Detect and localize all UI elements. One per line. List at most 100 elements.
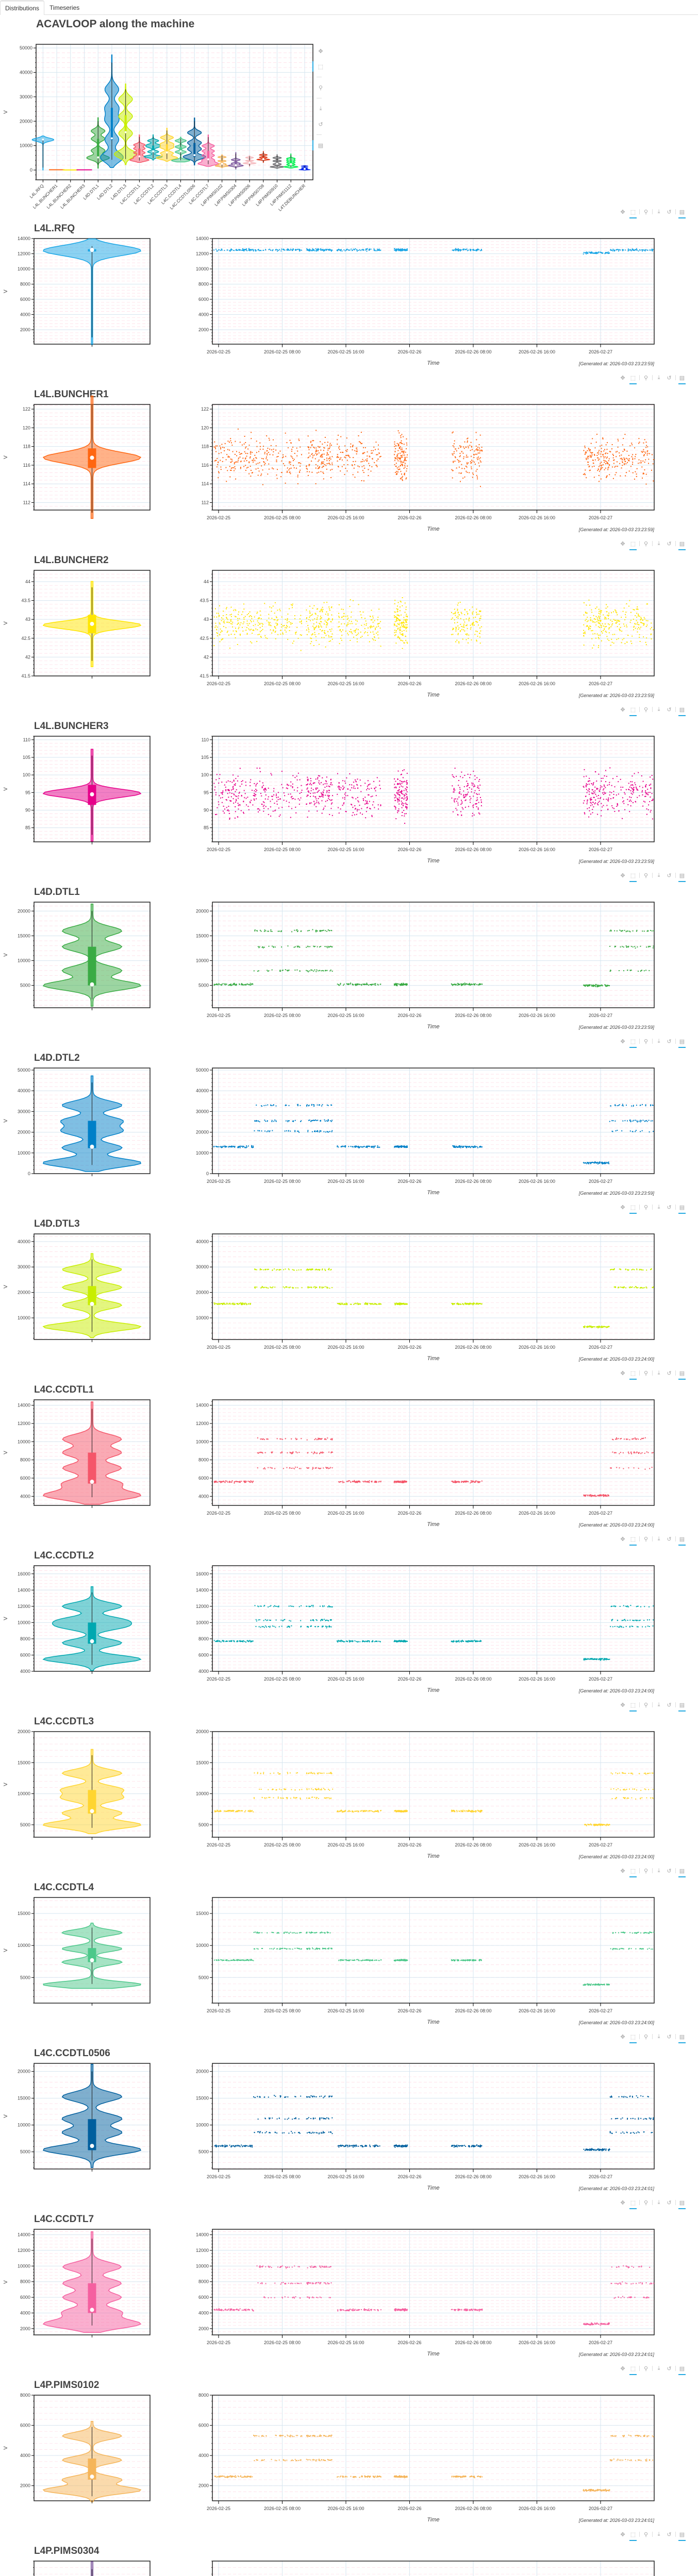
tab-distributions[interactable]: Distributions (0, 0, 45, 15)
data-point (396, 608, 397, 609)
data-point (230, 796, 232, 798)
pan-icon[interactable]: ✥ (620, 375, 625, 381)
save-icon[interactable]: ⤓ (657, 374, 660, 381)
box-zoom-icon[interactable]: ⬚ (628, 870, 638, 882)
violin-l4p-pims1112[interactable] (283, 154, 299, 169)
violin-l4c-ccdtl4[interactable] (171, 137, 190, 163)
wheel-zoom-icon[interactable]: ⚲ (643, 706, 649, 713)
data-point (615, 612, 617, 613)
data-point (600, 787, 601, 789)
hover-icon[interactable]: ▤ (677, 372, 687, 384)
data-point (323, 472, 324, 474)
reset-icon[interactable]: ↺ (667, 375, 672, 381)
wheel-zoom-icon[interactable]: ⚲ (643, 209, 649, 215)
data-point (588, 784, 590, 785)
violin-l4p-pims0506[interactable] (242, 155, 257, 167)
data-point (403, 624, 404, 625)
box-zoom-icon[interactable]: ⬚ (628, 207, 638, 218)
data-point (346, 437, 347, 439)
device-charts[interactable]: 859095100105110V8590951001051102026-02-2… (0, 719, 698, 885)
hover-icon[interactable]: ▤ (677, 207, 687, 218)
data-point (623, 438, 624, 439)
data-point (327, 615, 329, 616)
pan-icon[interactable]: ✥ (620, 872, 625, 879)
data-point (402, 454, 404, 456)
data-point (585, 612, 587, 614)
data-point (606, 632, 607, 633)
violin-l4c-ccdtl3[interactable] (156, 128, 178, 162)
violin-l4l-rfq[interactable] (43, 238, 141, 345)
save-icon[interactable]: ⤓ (657, 872, 660, 878)
wheel-zoom-icon[interactable]: ⚲ (643, 375, 649, 381)
data-point (398, 784, 400, 785)
pan-icon[interactable]: ✥ (620, 540, 625, 547)
data-point (459, 787, 460, 788)
violin-l4c-ccdtl0506[interactable] (182, 117, 207, 165)
violin-l4d-dtl2[interactable] (100, 54, 124, 168)
violin-l4l-buncher3[interactable] (42, 749, 142, 842)
device-charts[interactable]: 112114116118120122V112114116118120122202… (0, 387, 698, 553)
box-zoom-icon[interactable]: ⬚ (628, 704, 638, 716)
reset-icon[interactable]: ↺ (667, 209, 672, 215)
save-icon[interactable]: ⤓ (657, 706, 660, 713)
violin-l4p-pims0708[interactable] (256, 151, 271, 163)
save-icon[interactable]: ⤓ (657, 208, 660, 215)
save-icon[interactable]: ⤓ (657, 540, 660, 547)
reset-icon[interactable]: ↺ (667, 706, 672, 713)
data-point (269, 622, 271, 623)
data-point (314, 458, 316, 460)
pan-icon[interactable]: ✥ (620, 209, 625, 215)
device-charts[interactable]: 5000100001500020000V50001000015000200002… (0, 885, 698, 1050)
data-point (250, 452, 251, 453)
data-point (590, 443, 592, 444)
tab-timeseries[interactable]: Timeseries (49, 4, 80, 11)
data-point (356, 451, 358, 452)
violin-l4c-ccdtl2[interactable] (143, 134, 163, 161)
violin-l4c-ccdtl7[interactable] (197, 134, 220, 167)
hover-icon[interactable]: ▤ (677, 870, 687, 882)
data-point (319, 622, 320, 624)
wheel-zoom-icon[interactable]: ⚲ (318, 84, 323, 91)
reset-icon[interactable]: ↺ (667, 540, 672, 547)
data-point (454, 622, 455, 623)
data-point (266, 450, 268, 452)
violin-l4p-pims0102[interactable] (214, 154, 229, 168)
violin-l4c-ccdtl1[interactable] (129, 134, 149, 163)
data-point (337, 773, 338, 774)
overview-plot[interactable]: 01000020000300004000050000VL4L.RFQL4L.BU… (0, 15, 698, 221)
x-tick-label: L4L.BUNCHER2 (45, 183, 72, 210)
violin-l4d-dtl1[interactable] (42, 903, 142, 1007)
box-zoom-icon[interactable]: ⬚ (628, 538, 638, 550)
data-point (224, 450, 225, 451)
pan-icon[interactable]: ✥ (620, 706, 625, 713)
reset-icon[interactable]: ↺ (667, 872, 672, 879)
hover-icon[interactable]: ▤ (312, 140, 326, 150)
data-point (632, 454, 634, 455)
violin-l4l-buncher1[interactable] (42, 395, 142, 519)
data-point (480, 449, 481, 451)
violin-l4p-pims0304[interactable] (227, 152, 244, 170)
data-point (267, 799, 269, 800)
data-point (403, 798, 405, 800)
violin-l4t-debuncher[interactable] (298, 165, 311, 171)
save-icon[interactable]: ⤓ (319, 105, 322, 112)
box-zoom-icon[interactable]: ⬚ (628, 372, 638, 384)
violin-l4p-pims0910[interactable] (269, 154, 285, 169)
wheel-zoom-icon[interactable]: ⚲ (643, 872, 649, 879)
wheel-zoom-icon[interactable]: ⚲ (643, 540, 649, 547)
data-point (597, 457, 599, 459)
box-zoom-icon[interactable]: ⬚ (312, 61, 326, 72)
reset-icon[interactable]: ↺ (318, 121, 323, 128)
violin-l4l-rfq[interactable] (31, 135, 55, 171)
device-charts[interactable]: 2000400060008000100001200014000V20004000… (0, 221, 698, 387)
pan-icon[interactable]: ✥ (318, 48, 323, 55)
data-point (267, 638, 268, 639)
data-point (247, 467, 249, 468)
hover-icon[interactable]: ▤ (677, 704, 687, 716)
violin-l4d-dtl3[interactable] (113, 83, 138, 165)
hover-icon[interactable]: ▤ (677, 538, 687, 550)
violin-l4l-buncher2[interactable] (42, 581, 142, 667)
data-point (604, 623, 606, 625)
device-charts[interactable]: 41.54242.54343.544V41.54242.54343.544202… (0, 553, 698, 719)
data-point (463, 619, 464, 621)
